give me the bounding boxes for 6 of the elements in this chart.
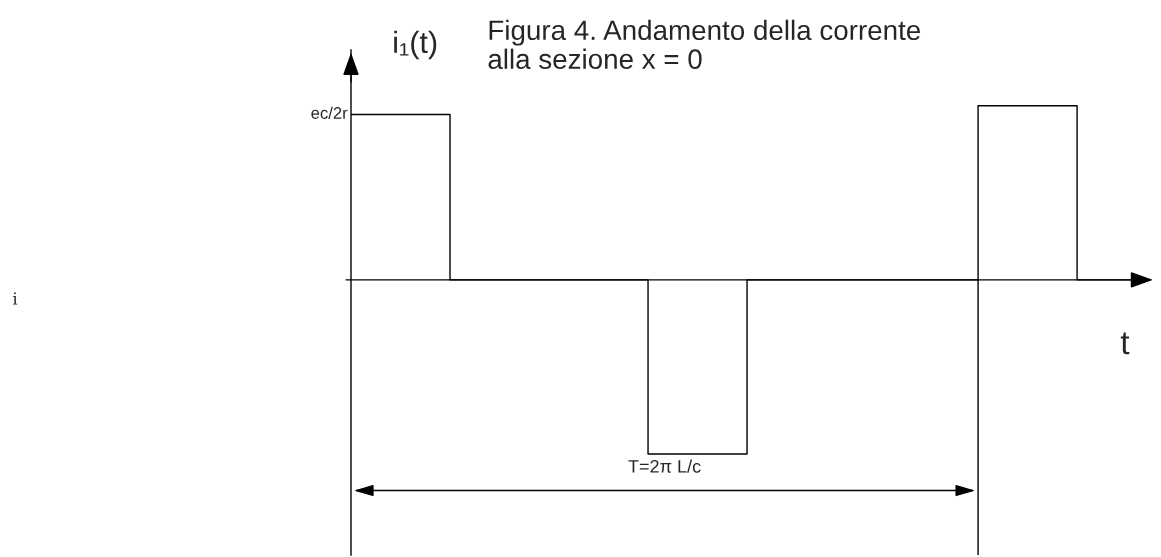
text: T=2π L/c (628, 459, 701, 473)
x-axis-title: t (1120, 332, 1130, 355)
annotation: ec/2r (311, 106, 348, 119)
y-axis-title: i₁(t) (394, 30, 437, 60)
chart-title: Figura 4. Andamento della corrente alla sezione x = 0 (488, 19, 921, 70)
text: i (12, 292, 18, 305)
